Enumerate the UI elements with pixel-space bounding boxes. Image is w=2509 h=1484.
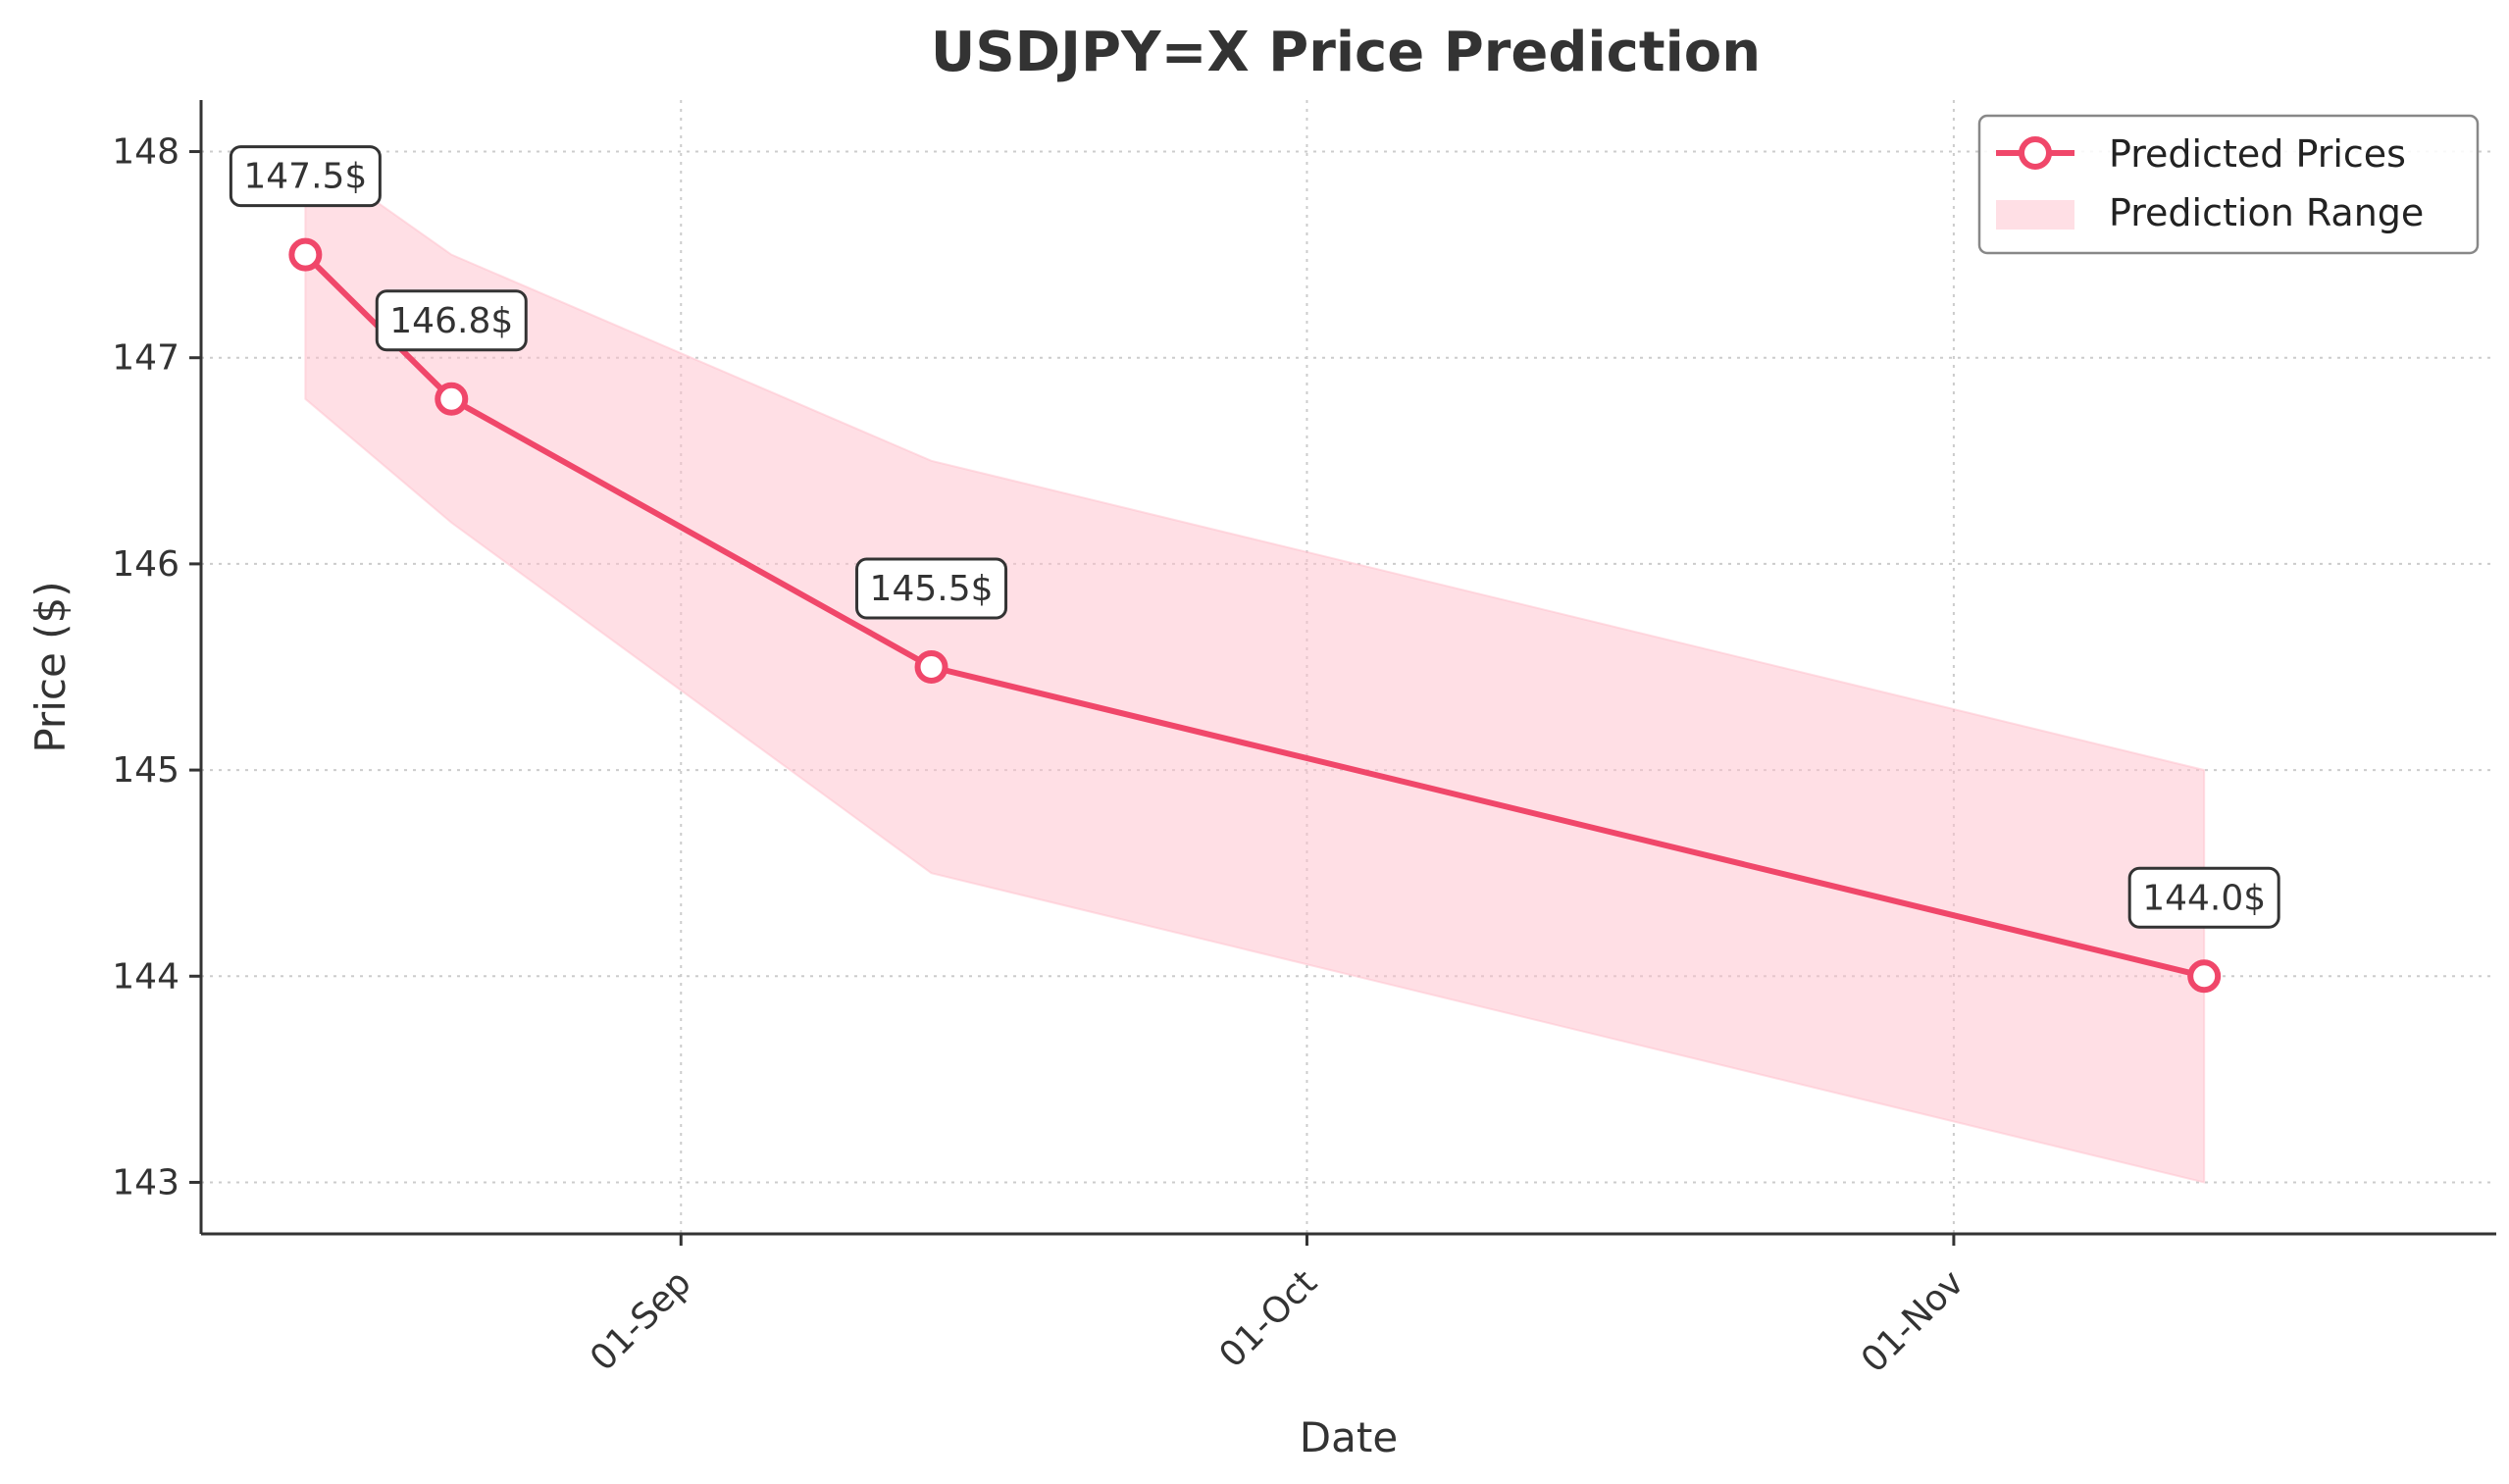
price-annotation: 147.5$ bbox=[229, 145, 382, 208]
predicted-price-point bbox=[914, 650, 948, 684]
y-tick-label: 148 bbox=[112, 132, 179, 173]
x-tick-label: 01-Nov bbox=[1854, 1262, 1971, 1380]
axes bbox=[199, 100, 2496, 1236]
y-tick-label: 144 bbox=[112, 956, 179, 997]
y-tick-label: 147 bbox=[112, 338, 179, 379]
predicted-price-point bbox=[435, 382, 469, 416]
y-tick-label: 143 bbox=[112, 1162, 179, 1203]
legend-label-prediction-range: Prediction Range bbox=[2109, 191, 2424, 234]
predicted-prices-markers bbox=[288, 237, 2222, 994]
predicted-price-point bbox=[2187, 959, 2222, 994]
x-axis-label: Date bbox=[1300, 1413, 1398, 1461]
y-axis-label: Price ($) bbox=[26, 581, 75, 752]
price-annotations: 147.5$ 146.8$ 145.5$ 144.0$ bbox=[229, 145, 2280, 929]
price-annotation-text: 144.0$ bbox=[2142, 878, 2266, 918]
chart-title: USDJPY=X Price Prediction bbox=[931, 21, 1761, 84]
legend: Predicted Prices Prediction Range bbox=[1977, 114, 2480, 255]
y-ticks: 143 144 145 146 147 148 bbox=[112, 132, 201, 1203]
legend-frame bbox=[1977, 114, 2480, 255]
x-tick-label: 01-Sep bbox=[583, 1262, 699, 1379]
x-tick-label: 01-Oct bbox=[1212, 1262, 1325, 1375]
x-ticks: 01-Sep 01-Oct 01-Nov bbox=[583, 1234, 1971, 1381]
price-annotation-box bbox=[2127, 866, 2280, 929]
prediction-range-band bbox=[304, 149, 2206, 1184]
price-annotation: 146.8$ bbox=[375, 289, 528, 352]
price-annotation-text: 145.5$ bbox=[870, 569, 994, 609]
legend-marker-predicted-prices bbox=[2019, 136, 2052, 170]
price-annotation: 144.0$ bbox=[2127, 866, 2280, 929]
legend-swatch-prediction-range bbox=[1996, 200, 2074, 230]
legend-label-predicted-prices: Predicted Prices bbox=[2109, 132, 2406, 176]
y-tick-label: 145 bbox=[112, 750, 179, 791]
price-annotation-box bbox=[229, 145, 382, 208]
prediction-range-band-group bbox=[304, 149, 2206, 1184]
price-annotation-box bbox=[375, 289, 528, 352]
predicted-price-point bbox=[288, 237, 323, 272]
price-annotation: 145.5$ bbox=[855, 557, 1008, 620]
price-annotation-box bbox=[855, 557, 1008, 620]
y-tick-label: 146 bbox=[112, 544, 179, 585]
price-annotation-text: 147.5$ bbox=[243, 157, 367, 197]
price-annotation-text: 146.8$ bbox=[389, 301, 513, 341]
